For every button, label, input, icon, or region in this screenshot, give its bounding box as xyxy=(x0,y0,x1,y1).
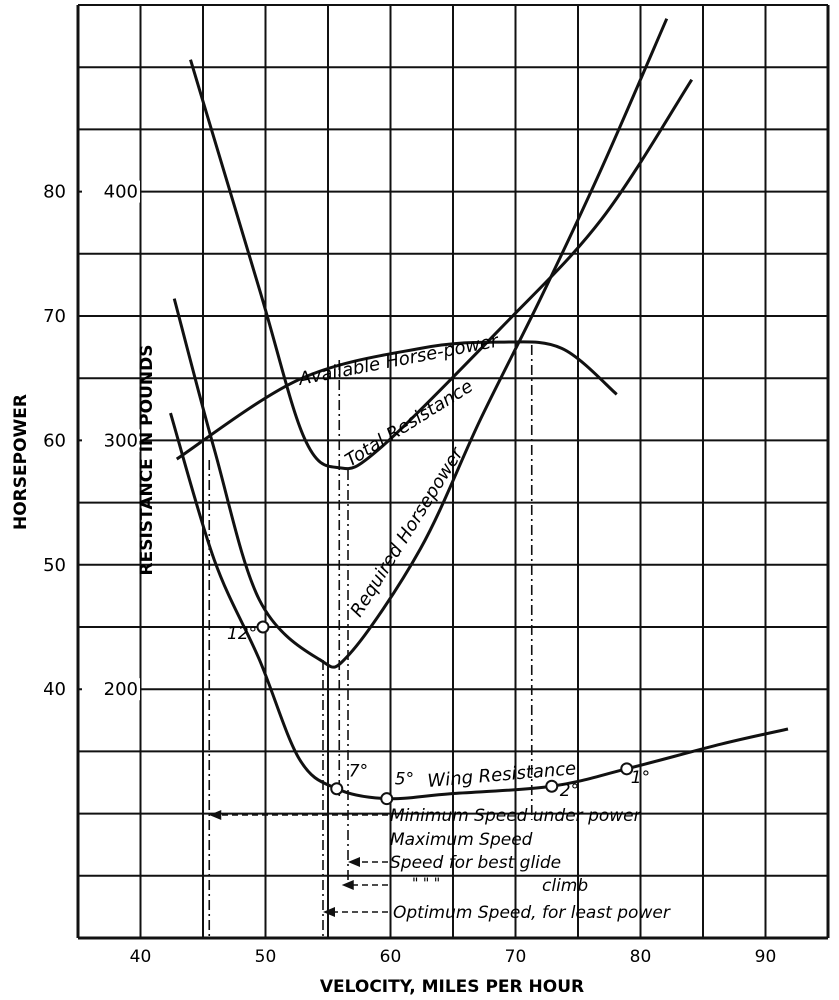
annotation-climb: climb xyxy=(542,876,588,896)
guide-lines xyxy=(208,345,533,938)
series-line-required-horsepower xyxy=(172,18,669,669)
x-tick-label: 80 xyxy=(630,947,652,967)
horsepower-tick-label: 50 xyxy=(43,555,66,576)
x-tick-label: 60 xyxy=(380,947,402,967)
tick-label-background xyxy=(82,678,140,701)
curves xyxy=(169,18,789,801)
x-tick-label: 40 xyxy=(130,947,152,967)
angle-marker-point xyxy=(380,792,394,806)
angle-marker-label: 5° xyxy=(395,770,414,790)
x-axis-label: VELOCITY, MILES PER HOUR xyxy=(320,977,584,997)
series-line-total-resistance xyxy=(189,59,694,471)
x-tick-label: 90 xyxy=(755,947,777,967)
angle-marker-label: 2° xyxy=(560,781,579,801)
angle-marker-point xyxy=(545,779,559,793)
resistance-tick-label: 400 xyxy=(104,182,138,203)
annotation-maximum-speed: Maximum Speed xyxy=(390,830,533,850)
arrow-head-icon xyxy=(323,907,335,917)
tick-label-background xyxy=(82,429,140,452)
angle-marker-label: 7° xyxy=(349,762,368,782)
arrow-head-icon xyxy=(341,880,354,890)
horsepower-tick-label: 70 xyxy=(43,306,66,327)
resistance-tick-label: 300 xyxy=(104,430,138,451)
angle-marker-label: 1° xyxy=(631,768,650,788)
x-tick-label: 50 xyxy=(255,947,277,967)
annotation-best-glide: Speed for best glide xyxy=(390,853,561,873)
annotation-ditto: " " " xyxy=(412,876,440,892)
angle-marker-point xyxy=(330,782,344,796)
series-line-available-horse-power xyxy=(175,340,618,461)
annotation-minimum-speed: Minimum Speed under power xyxy=(390,806,642,826)
horsepower-tick-label: 60 xyxy=(43,430,66,451)
angle-marker-point xyxy=(256,620,270,634)
horsepower-tick-label: 40 xyxy=(43,679,66,700)
angle-markers: 12° 7° 5° 2° 1° xyxy=(227,620,650,806)
resistance-axis-label: RESISTANCE IN POUNDS xyxy=(137,345,157,576)
horsepower-tick-label: 80 xyxy=(43,182,66,203)
tick-labels: 40 50 60 70 80 90 40 50 60 70 80 200 300 400 xyxy=(43,180,777,967)
label-required-horsepower: Required Horsepower xyxy=(346,443,468,621)
arrow-head-icon xyxy=(348,857,360,867)
arrow-head-icon xyxy=(209,810,222,820)
grid xyxy=(76,4,830,940)
annotation-optimum-speed: Optimum Speed, for least power xyxy=(393,903,671,923)
angle-marker-label: 12° xyxy=(227,624,257,644)
tick-label-background xyxy=(82,180,140,203)
resistance-tick-label: 200 xyxy=(104,679,138,700)
angle-marker-point xyxy=(620,762,634,776)
x-tick-label: 70 xyxy=(505,947,527,967)
horsepower-axis-label: HORSEPOWER xyxy=(11,394,31,530)
